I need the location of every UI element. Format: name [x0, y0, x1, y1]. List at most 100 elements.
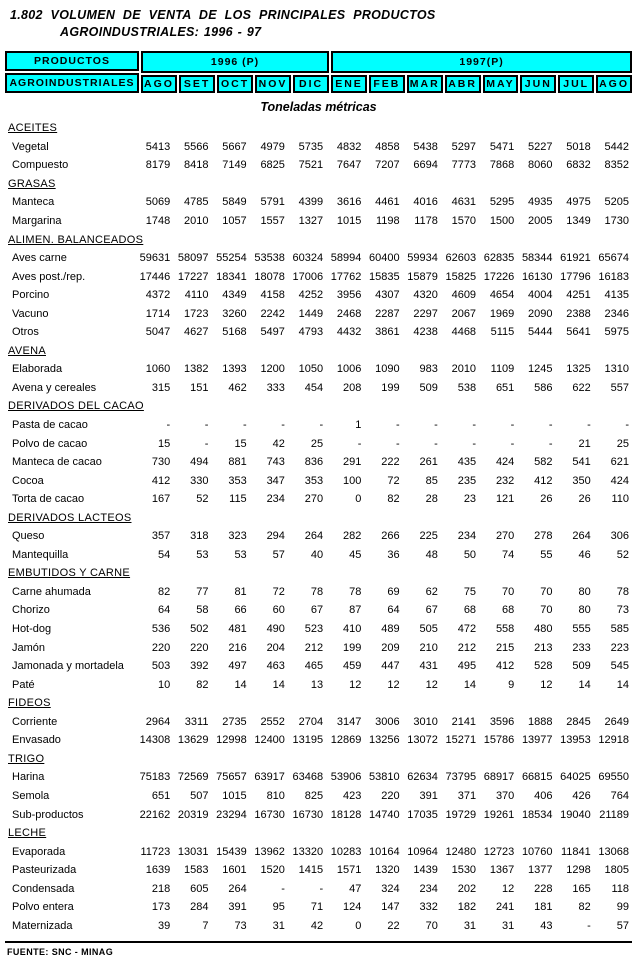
- cell-value: 7521: [298, 159, 324, 172]
- cell-value: 204: [266, 641, 285, 654]
- cell-value: 1367: [489, 864, 515, 877]
- cell-value: 59934: [407, 252, 438, 265]
- cell-value: 15439: [216, 845, 247, 858]
- month-label: AGO: [596, 75, 632, 93]
- cell-value: 40: [310, 548, 324, 561]
- cell-value: 14: [234, 678, 247, 691]
- row-label: Aves carne: [12, 252, 67, 265]
- cell-value: 78: [310, 585, 324, 598]
- cell-value: 2704: [298, 715, 324, 728]
- cell-value: 18341: [216, 270, 247, 283]
- cell-value: 1570: [451, 215, 477, 227]
- cell-value: 545: [610, 660, 629, 673]
- cell-value: 25: [310, 437, 324, 450]
- cell-value: 66815: [521, 771, 553, 784]
- cell-value: 536: [151, 623, 171, 636]
- cell-value: 4832: [336, 140, 362, 153]
- cell-value: -: [434, 419, 438, 432]
- section-heading: ACEITES: [5, 119, 632, 138]
- cell-value: 423: [343, 789, 362, 802]
- month-label: ENE: [331, 75, 367, 93]
- cell-value: 1006: [336, 363, 362, 376]
- cell-value: 2242: [260, 307, 285, 320]
- cell-value: 585: [610, 623, 629, 636]
- cell-value: 424: [610, 474, 629, 487]
- cell-value: 234: [457, 530, 477, 543]
- cell-value: 85: [425, 474, 438, 487]
- cell-value: 19261: [483, 808, 515, 821]
- cell-value: 15835: [369, 270, 400, 283]
- cell-value: 4135: [604, 289, 629, 302]
- cell-value: 72569: [177, 771, 209, 784]
- cell-value: 13031: [177, 845, 209, 858]
- cell-value: 70: [425, 919, 438, 932]
- cell-value: 199: [381, 381, 400, 394]
- cell-value: 25: [616, 437, 629, 450]
- source-note: FUENTE: SNC - MINAG: [7, 947, 114, 957]
- cell-value: 1090: [375, 363, 400, 376]
- cell-value: 4004: [528, 289, 553, 302]
- cell-value: 13195: [292, 734, 324, 747]
- cell-value: 87: [349, 604, 362, 617]
- cell-value: 5641: [566, 326, 591, 339]
- document-page: 1.802 VOLUMEN DE VENTA DE LOS PRINCIPALE…: [5, 8, 632, 957]
- cell-value: 13072: [407, 734, 438, 747]
- cell-value: 52: [616, 548, 629, 561]
- section-heading: GRASAS: [5, 175, 632, 194]
- cell-value: 294: [266, 530, 285, 543]
- cell-value: 220: [381, 789, 400, 802]
- cell-value: 2845: [566, 715, 591, 728]
- section-heading: TRIGO: [5, 750, 632, 769]
- cell-value: 651: [495, 381, 515, 394]
- cell-value: 48: [425, 548, 438, 561]
- section-heading: EMBUTIDOS Y CARNE: [5, 564, 632, 583]
- cell-value: 64025: [560, 771, 591, 784]
- cell-value: 1520: [260, 864, 285, 877]
- table-row: Torta de cacao 167 52 115 234 270 0 82 28 23 121 26…: [5, 490, 632, 509]
- cell-value: 31: [502, 919, 515, 932]
- cell-value: 61921: [560, 252, 591, 265]
- cell-value: 1748: [145, 215, 171, 227]
- cell-value: 8352: [604, 159, 629, 172]
- cell-value: 57: [272, 548, 285, 561]
- cell-value: 472: [457, 623, 477, 636]
- cell-value: 391: [228, 901, 247, 914]
- table-row: Vacuno 1714 1723 3260 2242 1449 2468 2287 2297 20…: [5, 304, 632, 323]
- cell-value: 507: [190, 789, 209, 802]
- cell-value: -: [319, 419, 324, 432]
- cell-value: 4468: [451, 326, 477, 339]
- cell-value: 62835: [483, 252, 515, 265]
- cell-value: 16730: [254, 808, 285, 821]
- cell-value: 426: [572, 789, 591, 802]
- cell-value: 2005: [528, 215, 553, 227]
- cell-value: 53: [234, 548, 247, 561]
- cell-value: 528: [534, 660, 553, 673]
- cell-value: 82: [578, 901, 591, 914]
- table-row: Manteca de cacao 730 494 881 743 836 291 222 261…: [5, 453, 632, 472]
- cell-value: 22162: [139, 808, 171, 821]
- cell-value: 0: [355, 919, 362, 932]
- cell-value: 26: [540, 493, 553, 506]
- cell-value: 5069: [145, 196, 171, 209]
- cell-value: 5442: [604, 140, 629, 153]
- cell-value: 12723: [483, 845, 515, 858]
- cell-value: 1730: [604, 215, 629, 227]
- cell-value: 17006: [292, 270, 324, 283]
- cell-value: 371: [457, 789, 477, 802]
- cell-value: 2468: [336, 307, 362, 320]
- cell-value: 410: [343, 623, 362, 636]
- cell-value: 1: [355, 419, 362, 432]
- cell-value: 270: [304, 493, 324, 506]
- cell-value: 5791: [260, 196, 285, 209]
- month-label: AGO: [141, 75, 178, 93]
- cell-value: 241: [495, 901, 515, 914]
- cell-value: 1310: [604, 363, 629, 376]
- cell-value: 353: [228, 474, 247, 487]
- cell-value: 412: [495, 660, 515, 673]
- cell-value: 1050: [298, 363, 324, 376]
- row-label: Polvo entera: [12, 901, 74, 914]
- cell-value: 4238: [413, 326, 438, 339]
- cell-value: 20319: [177, 808, 209, 821]
- month-label: ABR: [444, 75, 481, 93]
- cell-value: 18128: [330, 808, 362, 821]
